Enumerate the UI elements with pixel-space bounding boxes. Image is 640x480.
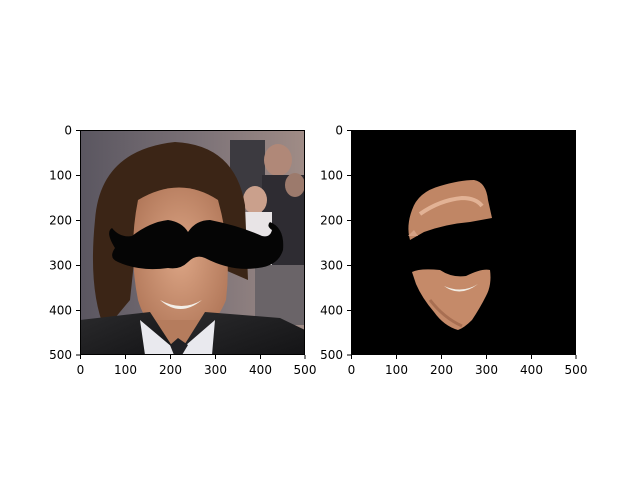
photo-image [80,130,305,355]
right-y-tick-label: 500 [320,348,343,362]
left-y-tick-label: 100 [49,169,72,183]
mustache-shape [109,220,284,270]
right-x-tick-label: 400 [520,363,543,377]
left-x-axis: 0 100 200 300 400 500 [77,355,317,377]
right-y-tick-label: 0 [335,124,343,138]
right-x-tick-label: 500 [565,363,588,377]
left-y-tick-label: 300 [49,259,72,273]
left-y-tick-label: 0 [64,124,72,138]
right-panel: 0 100 200 300 400 500 0 100 200 300 400 … [320,124,587,378]
left-y-tick-label: 200 [49,214,72,228]
left-x-tick-label: 400 [249,363,272,377]
left-y-axis: 0 100 200 300 400 500 [49,124,80,362]
right-y-tick-label: 400 [320,304,343,318]
left-x-tick-label: 500 [294,363,317,377]
right-x-axis: 0 100 200 300 400 500 [348,355,588,377]
right-y-tick-label: 200 [320,214,343,228]
right-x-tick-label: 200 [430,363,453,377]
masked-image [351,130,576,355]
left-x-tick-label: 200 [159,363,182,377]
right-x-tick-label: 100 [385,363,408,377]
left-x-tick-label: 0 [77,363,85,377]
left-axes-frame [80,130,305,355]
right-y-tick-label: 100 [320,169,343,183]
right-y-tick-label: 300 [320,259,343,273]
left-x-tick-label: 100 [114,363,137,377]
right-x-tick-label: 0 [348,363,356,377]
left-panel: 0 100 200 300 400 500 0 100 200 300 400 … [49,124,316,378]
left-y-tick-label: 400 [49,304,72,318]
left-y-tick-label: 500 [49,348,72,362]
right-x-tick-label: 300 [475,363,498,377]
right-y-axis: 0 100 200 300 400 500 [320,124,351,362]
right-axes-frame [351,130,576,355]
left-x-tick-label: 300 [204,363,227,377]
